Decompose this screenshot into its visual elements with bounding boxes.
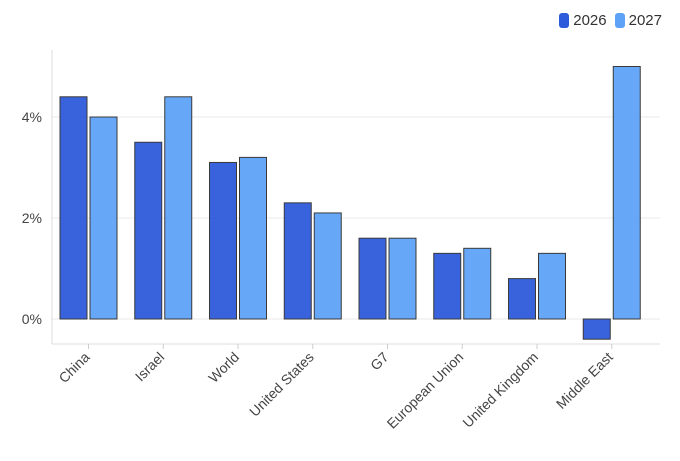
legend-label-2027: 2027 — [628, 12, 662, 29]
bar-2026-g7 — [358, 237, 387, 320]
bar-2027-middle-east — [612, 66, 641, 320]
x-tick-label: United States — [246, 349, 317, 420]
bar-2026-world — [209, 161, 237, 320]
bar-2027-united-kingdom — [538, 252, 566, 320]
legend: 2026 2027 — [559, 12, 662, 29]
bar-2026-european-union — [433, 252, 462, 320]
bar-2027-israel — [164, 96, 193, 320]
x-tick-label: United Kingdom — [459, 349, 541, 431]
x-tick-label: China — [55, 349, 92, 386]
legend-swatch-2027 — [614, 13, 625, 28]
bar-2027-g7 — [388, 237, 417, 320]
y-tick-label: 4% — [22, 109, 42, 125]
x-tick-label: G7 — [367, 349, 392, 374]
legend-item-2027[interactable]: 2027 — [614, 12, 662, 29]
bar-2026-israel — [134, 141, 163, 320]
y-tick-label: 0% — [22, 311, 42, 327]
bar-2026-middle-east — [582, 318, 611, 340]
legend-item-2026[interactable]: 2026 — [559, 12, 607, 29]
bar-2027-china — [89, 116, 118, 320]
x-tick-label: European Union — [384, 349, 467, 432]
bar-2026-china — [59, 96, 88, 320]
bar-2027-united-states — [313, 212, 342, 320]
bar-2027-world — [239, 156, 267, 320]
legend-label-2026: 2026 — [573, 12, 607, 29]
x-tick-label: Middle East — [553, 349, 616, 412]
bar-2026-united-states — [283, 202, 312, 320]
y-tick-label: 2% — [22, 210, 42, 226]
x-tick-label: Israel — [132, 349, 168, 385]
bar-2027-european-union — [463, 247, 492, 320]
legend-swatch-2026 — [559, 13, 570, 28]
bar-2026-united-kingdom — [508, 278, 536, 320]
x-tick-label: World — [205, 349, 242, 386]
